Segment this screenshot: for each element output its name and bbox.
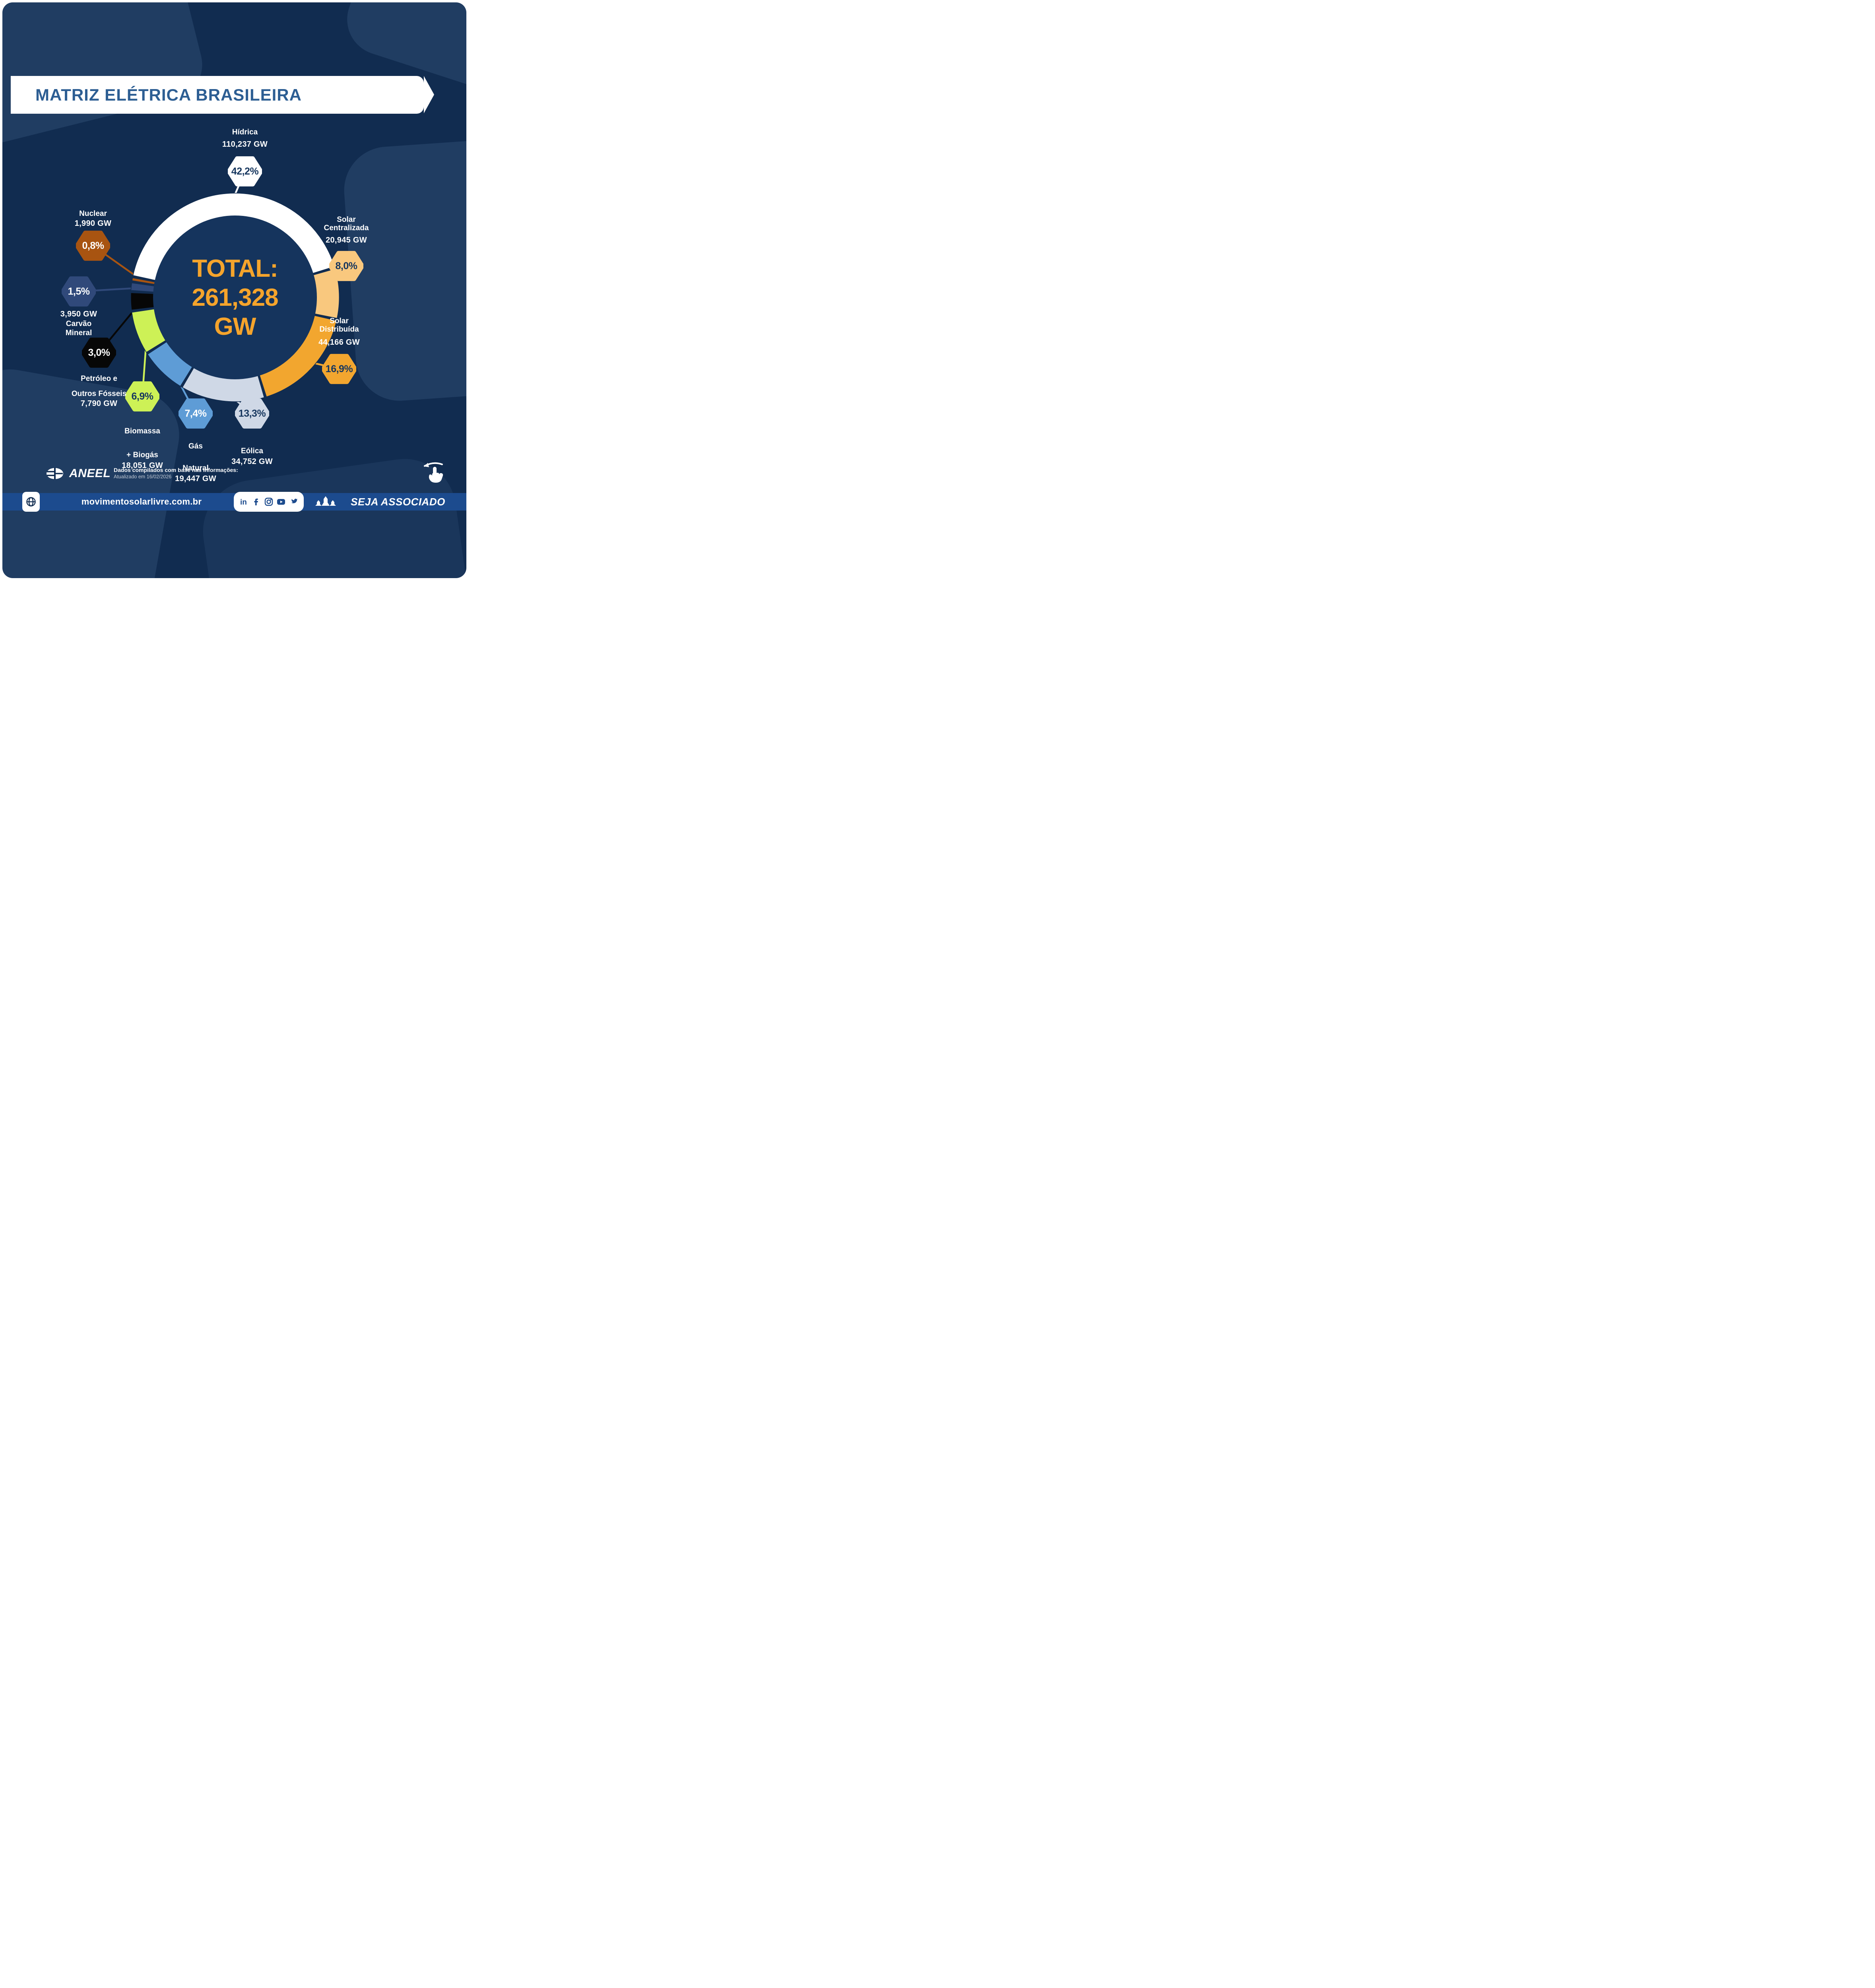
source-solar-distribuida: Solar Distribuída 44,166 GW 16,9% (301, 317, 377, 384)
pct-label: 7,4% (184, 408, 207, 419)
source-name: + Biogás (126, 451, 158, 459)
hex-badge-nuclear: 0,8% (76, 231, 110, 261)
total-line: TOTAL: (192, 255, 278, 282)
hexagon-icon (329, 251, 363, 281)
bottom-bar: movimentosolarlivre.com.br in (2, 492, 466, 512)
source-value: 19,447 GW (175, 474, 216, 483)
source-value: 110,237 GW (222, 140, 268, 149)
hexagon-icon (76, 231, 110, 261)
source-name: Nuclear (79, 210, 107, 218)
hex-badge-carvao: 1,5% (62, 276, 96, 307)
pct-label: 42,2% (231, 165, 259, 177)
hex-badge-biomassa: 6,9% (125, 381, 159, 412)
source-value: 34,752 GW (231, 457, 273, 466)
pct-label: 1,5% (68, 285, 90, 297)
hex-badge-gas-natural: 7,4% (179, 398, 213, 429)
globe-tab[interactable] (22, 492, 40, 512)
title-banner: MATRIZ ELÉTRICA BRASILEIRA (11, 76, 424, 114)
social-icons-pill: in (234, 492, 304, 512)
hex-badge-solar-centralizada: 8,0% (329, 251, 363, 281)
source-nuclear: Nuclear 1,990 GW 0,8% (55, 210, 131, 261)
note-line2: Atualizado em 16/02/2026 (114, 474, 172, 480)
pct-label: 16,9% (325, 363, 353, 375)
svg-text:in: in (240, 498, 247, 507)
source-carvao-mineral: 1,5% 3,950 GW Carvão Mineral (41, 276, 116, 337)
pct-label: 3,0% (88, 347, 110, 358)
data-source-note: Dados compilados com base nas informaçõe… (114, 467, 238, 480)
hexagon-icon (322, 354, 356, 384)
source-name: Natural (182, 464, 209, 472)
seja-associado-button[interactable]: SEJA ASSOCIADO (351, 496, 445, 508)
rockets-logo-icon (315, 496, 336, 506)
hex-badge-petroleo: 3,0% (82, 338, 116, 368)
total-label: TOTAL: 261,328 GW (155, 254, 314, 341)
facebook-icon[interactable] (252, 497, 261, 507)
total-line: GW (214, 313, 256, 340)
source-value: 7,790 GW (80, 399, 118, 408)
pct-label: 6,9% (131, 390, 153, 402)
source-biomassa-biogas: 6,9% Biomassa + Biogás 18,051 GW (105, 381, 180, 470)
title-banner-arrow (424, 76, 434, 113)
source-name: Solar (337, 215, 356, 224)
source-name: Mineral (65, 329, 92, 337)
source-petroleo: 3,0% Petróleo e Outros Fósseis 7,790 GW (61, 338, 137, 408)
source-name: Biomassa (124, 427, 160, 435)
source-name: Gás (188, 442, 203, 450)
infographic-canvas: MATRIZ ELÉTRICA BRASILEIRA TOTAL: 261,32… (2, 2, 466, 578)
pct-label: 8,0% (335, 260, 357, 272)
source-gas-natural: 7,4% Gás Natural 19,447 GW (158, 398, 233, 483)
source-name: Eólica (241, 447, 263, 455)
hexagon-icon (125, 381, 159, 412)
source-eolica: 13,3% Eólica 34,752 GW (214, 398, 290, 466)
source-name: Carvão (66, 320, 92, 328)
source-value: 3,950 GW (60, 310, 97, 318)
pct-label: 13,3% (238, 408, 266, 419)
source-hidrica: Hídrica 110,237 GW 42,2% (207, 128, 283, 186)
hexagon-icon (235, 398, 269, 429)
total-line: 261,328 (192, 284, 278, 311)
swipe-gesture-icon (424, 462, 443, 483)
twitter-icon[interactable] (289, 497, 298, 507)
page-title: MATRIZ ELÉTRICA BRASILEIRA (35, 85, 302, 104)
hex-badge-eolica: 13,3% (235, 398, 269, 429)
hexagon-icon (228, 156, 262, 186)
source-name: Petróleo e (81, 375, 117, 383)
source-value: 44,166 GW (318, 338, 360, 347)
source-name: Distribuída (319, 325, 359, 334)
instagram-icon[interactable] (264, 497, 274, 507)
hex-badge-solar-distribuida: 16,9% (322, 354, 356, 384)
infographic-page: MATRIZ ELÉTRICA BRASILEIRA TOTAL: 261,32… (0, 0, 469, 580)
globe-icon (26, 497, 36, 507)
hexagon-icon (62, 276, 96, 307)
source-name: Centralizada (324, 224, 369, 232)
aneel-logo-text: ANEEL (69, 467, 111, 480)
note-line1: Dados compilados com base nas informaçõe… (114, 467, 238, 473)
aneel-logo-icon (47, 468, 63, 480)
website-link[interactable]: movimentosolarlivre.com.br (81, 497, 202, 507)
source-name: Outros Fósseis (71, 390, 127, 398)
hexagon-icon (179, 398, 213, 429)
source-solar-centralizada: Solar Centralizada 20,945 GW 8,0% (309, 215, 384, 281)
source-value: 18,051 GW (122, 461, 163, 470)
pct-label: 0,8% (82, 240, 104, 251)
source-value: 1,990 GW (74, 219, 112, 228)
source-name: Hídrica (232, 128, 258, 136)
youtube-icon[interactable] (276, 497, 286, 507)
linkedin-icon[interactable]: in (239, 497, 249, 507)
hexagon-icon (82, 338, 116, 368)
hex-badge-hidrica: 42,2% (228, 156, 262, 186)
source-value: 20,945 GW (326, 236, 367, 245)
source-name: Solar (330, 317, 349, 325)
